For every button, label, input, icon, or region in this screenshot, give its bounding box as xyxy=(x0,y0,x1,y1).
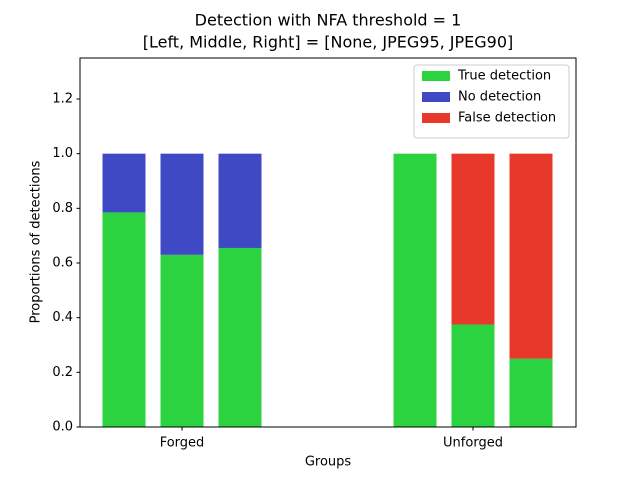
bar-segment xyxy=(509,153,553,359)
y-tick-label: 1.2 xyxy=(52,92,73,107)
bar-segment xyxy=(451,324,495,427)
bar-segment xyxy=(509,358,553,427)
legend-label: True detection xyxy=(457,69,551,84)
chart-title: Detection with NFA threshold = 1 xyxy=(195,11,462,30)
legend-box xyxy=(413,64,570,139)
x-tick-label: Unforged xyxy=(443,436,503,451)
legend-swatch xyxy=(422,113,450,123)
y-tick-label: 0.4 xyxy=(52,310,73,325)
legend-label: False detection xyxy=(458,111,556,126)
legend-swatch xyxy=(422,71,450,81)
y-tick-label: 1.0 xyxy=(52,146,73,161)
bar-segment xyxy=(218,247,262,427)
bar-segment xyxy=(102,212,146,427)
bar-segment xyxy=(102,153,146,213)
x-axis-label: Groups xyxy=(305,455,352,470)
y-tick-label: 0.8 xyxy=(52,201,73,216)
chart-subtitle: [Left, Middle, Right] = [None, JPEG95, J… xyxy=(143,33,514,52)
y-tick-label: 0.2 xyxy=(52,365,73,380)
bar-segment xyxy=(393,153,437,427)
bar-segment xyxy=(160,153,204,255)
bar-segment xyxy=(218,153,262,248)
y-tick-label: 0.6 xyxy=(52,256,73,271)
bar-segment xyxy=(451,153,495,325)
bar-segment xyxy=(160,254,204,427)
y-tick-label: 0.0 xyxy=(52,420,73,435)
y-axis-label: Proportions of detections xyxy=(29,160,44,323)
legend-label: No detection xyxy=(458,90,541,105)
axes-frame xyxy=(79,57,577,428)
x-tick-label: Forged xyxy=(160,436,205,451)
legend-swatch xyxy=(422,92,450,102)
